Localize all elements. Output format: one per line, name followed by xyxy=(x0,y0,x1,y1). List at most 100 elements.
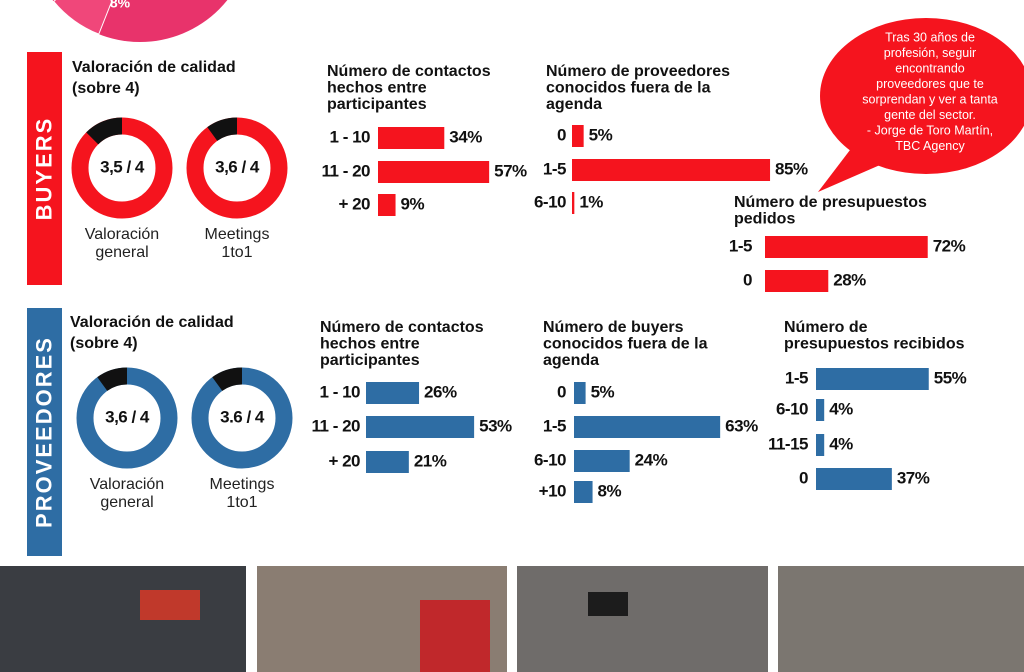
bar xyxy=(816,368,929,390)
row-label: 1 - 10 xyxy=(330,127,371,146)
panel-title: hechos entre xyxy=(320,336,420,353)
row-label: 11 - 20 xyxy=(312,416,361,435)
panel-title: agenda xyxy=(546,96,602,113)
pie-label: 8% xyxy=(110,0,131,11)
row-label: 6-10 xyxy=(534,450,566,469)
value-label: 8% xyxy=(598,481,622,500)
bar xyxy=(572,192,575,214)
value-label: 53% xyxy=(479,416,512,435)
panel-title: participantes xyxy=(320,352,420,369)
panel-title: conocidos fuera de la xyxy=(543,336,708,353)
bar xyxy=(572,125,584,147)
donut-caption: general xyxy=(95,244,148,261)
bar xyxy=(366,451,409,473)
panel-title: pedidos xyxy=(734,211,795,228)
quality-title: (sobre 4) xyxy=(72,80,140,97)
donut-caption: 1to1 xyxy=(221,244,252,261)
panel-title: Número de buyers xyxy=(543,319,684,336)
row-label: 11-15 xyxy=(768,434,808,453)
speech-bubble xyxy=(820,18,1024,174)
row-label: 0 xyxy=(743,270,752,289)
photo xyxy=(0,566,246,672)
row-label: 1-5 xyxy=(729,236,752,255)
value-label: 5% xyxy=(591,382,615,401)
photo xyxy=(140,590,200,620)
row-label: 1-5 xyxy=(785,368,808,387)
panel-title: Número de xyxy=(784,319,868,336)
row-label: 1 - 10 xyxy=(320,382,361,401)
quality-title: Valoración de calidad xyxy=(72,59,236,76)
panel-title: Número de proveedores xyxy=(546,63,730,80)
bar xyxy=(378,194,396,216)
bar xyxy=(574,450,630,472)
value-label: 37% xyxy=(897,468,930,487)
bar xyxy=(366,416,475,438)
row-label: 6-10 xyxy=(534,192,566,211)
panel-title: Número de contactos xyxy=(327,63,491,80)
section-band xyxy=(27,52,62,285)
photo xyxy=(420,600,490,672)
bar xyxy=(574,382,586,404)
panel-title: presupuestos recibidos xyxy=(784,336,965,353)
donut-caption: Valoración xyxy=(85,226,159,243)
value-label: 72% xyxy=(933,236,966,255)
value-label: 28% xyxy=(833,270,866,289)
value-label: 4% xyxy=(829,434,853,453)
photo xyxy=(588,592,628,616)
value-label: 4% xyxy=(829,399,853,418)
value-label: 85% xyxy=(775,159,808,178)
donut-caption: general xyxy=(100,494,153,511)
donut-label: 3.6 / 4 xyxy=(220,407,265,426)
panel-title: Número de presupuestos xyxy=(734,194,927,211)
bar xyxy=(765,236,928,258)
donut-label: 3,5 / 4 xyxy=(100,157,145,176)
donut-label: 3,6 / 4 xyxy=(215,157,260,176)
photos xyxy=(0,566,1024,672)
value-label: 55% xyxy=(934,368,967,387)
bar xyxy=(366,382,420,404)
photo xyxy=(778,566,1024,672)
donut-caption: Meetings xyxy=(210,476,275,493)
panel-title: agenda xyxy=(543,352,599,369)
value-label: 5% xyxy=(589,125,613,144)
bar xyxy=(574,481,593,503)
row-label: 0 xyxy=(557,125,566,144)
section-name: BUYERS xyxy=(31,117,56,221)
donut-caption: Valoración xyxy=(90,476,164,493)
quality-title: (sobre 4) xyxy=(70,335,138,352)
value-label: 1% xyxy=(579,192,603,211)
donut-remainder xyxy=(186,117,288,219)
photo xyxy=(517,566,768,672)
bar xyxy=(572,159,771,181)
row-label: 6-10 xyxy=(776,399,808,418)
quote-line: proveedores que te xyxy=(876,77,984,91)
bar xyxy=(765,270,829,292)
row-label: 0 xyxy=(557,382,566,401)
panel-title: participantes xyxy=(327,96,427,113)
donut-center xyxy=(204,135,270,201)
bar xyxy=(816,434,825,456)
bar xyxy=(378,161,490,183)
speech-tail xyxy=(818,150,880,192)
bar xyxy=(816,468,892,490)
panel-title: conocidos fuera de la xyxy=(546,80,711,97)
bar xyxy=(816,399,825,421)
value-label: 57% xyxy=(494,161,527,180)
bar xyxy=(378,127,445,149)
donut-center xyxy=(89,135,155,201)
value-label: 63% xyxy=(725,416,758,435)
quote-line: profesión, seguir xyxy=(884,46,976,60)
donut-remainder xyxy=(191,367,293,469)
row-label: + 20 xyxy=(328,451,360,470)
value-label: 26% xyxy=(424,382,457,401)
row-label: 1-5 xyxy=(543,416,566,435)
quote-line: gente del sector. xyxy=(884,108,976,122)
value-label: 9% xyxy=(401,194,425,213)
row-label: + 20 xyxy=(338,194,370,213)
row-label: 1-5 xyxy=(543,159,566,178)
donut-caption: Meetings xyxy=(205,226,270,243)
donut-center xyxy=(94,385,160,451)
value-label: 21% xyxy=(414,451,447,470)
